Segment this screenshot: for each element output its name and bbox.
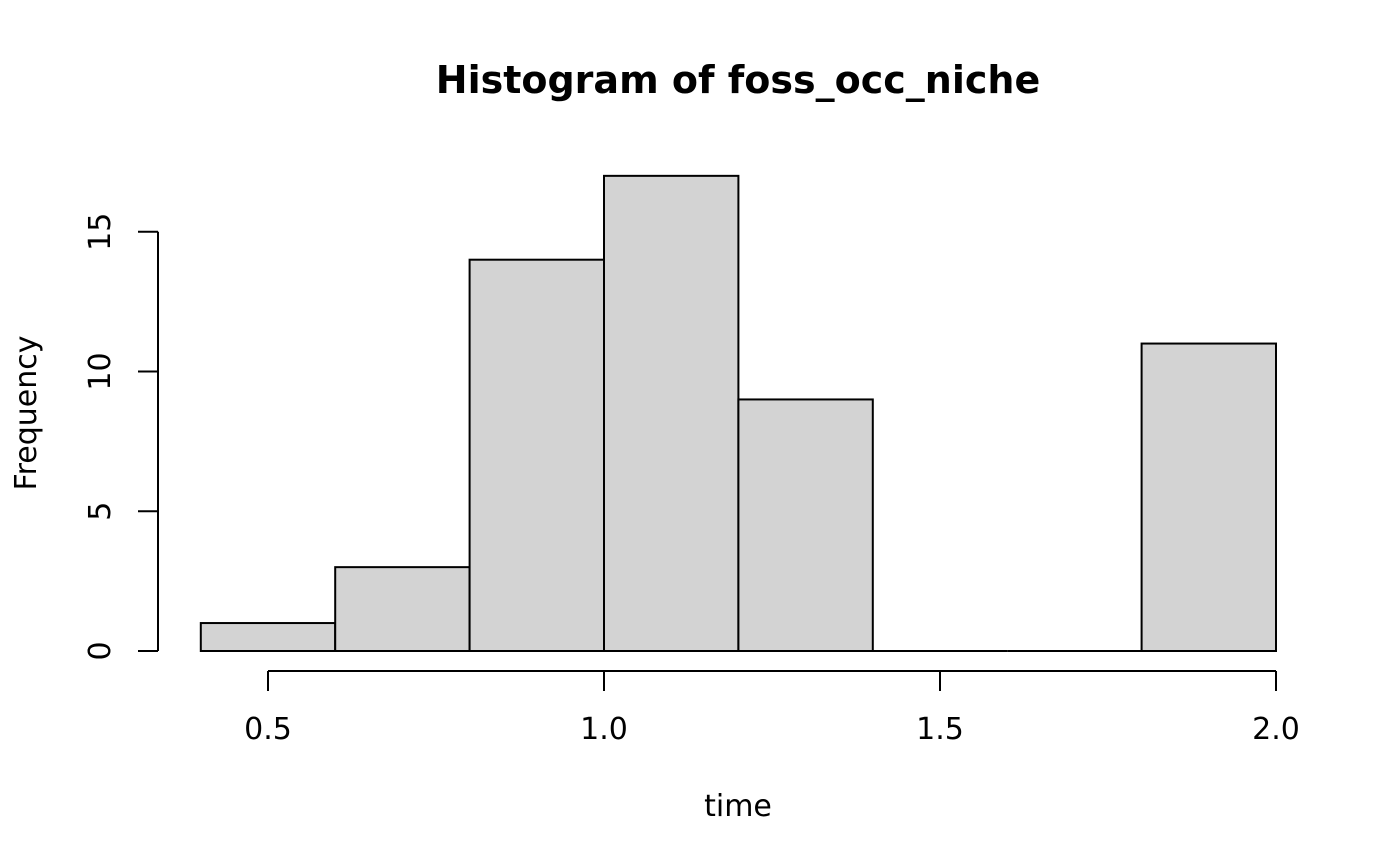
x-tick-label: 2.0 (1252, 712, 1300, 747)
y-axis-label: Frequency (9, 336, 44, 491)
y-tick-label: 5 (83, 502, 118, 521)
y-tick-label: 0 (83, 641, 118, 660)
x-tick-label: 1.5 (916, 712, 964, 747)
histogram-bars (199, 174, 1277, 653)
histogram-bar (468, 258, 605, 652)
x-axis: 0.5 1.0 1.5 2.0 (244, 670, 1300, 747)
histogram-bar (603, 174, 740, 652)
x-tick-label: 0.5 (244, 712, 292, 747)
histogram-bar (199, 622, 337, 652)
histogram-bar (737, 398, 874, 653)
y-tick-label: 10 (83, 352, 118, 390)
y-axis: 0 5 10 15 (83, 213, 159, 661)
x-tick-label: 1.0 (580, 712, 628, 747)
y-tick-label: 15 (83, 213, 118, 251)
histogram-bar (1140, 342, 1277, 652)
x-axis-label: time (704, 789, 772, 824)
chart-title: Histogram of foss_occ_niche (436, 58, 1040, 102)
histogram-bar (334, 566, 471, 653)
